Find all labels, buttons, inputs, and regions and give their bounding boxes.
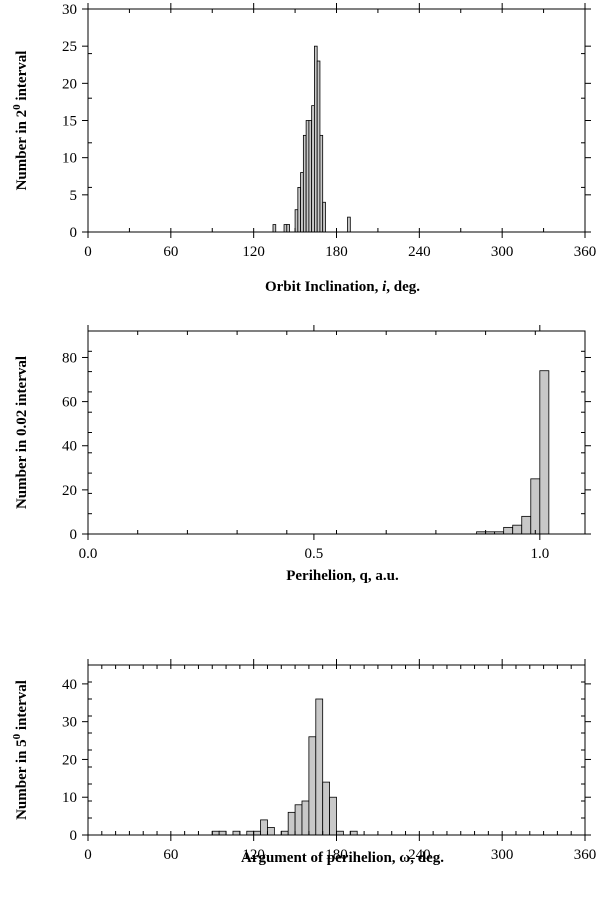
histogram-bar (314, 45, 318, 233)
histogram-bar (297, 186, 302, 233)
histogram-bar (539, 370, 550, 535)
y-tick-label: 30 (62, 715, 77, 731)
chart-panel-1: 0 60 120 180 240 300 360 0 5 10 15 20 25 30 Orbit Incl… (11, 2, 596, 295)
x-tick-label: 0.0 (79, 546, 98, 562)
x-axis-title: Orbit Inclination, i, deg. (265, 279, 420, 295)
histogram-bar (280, 830, 289, 836)
x-tick-label: 120 (242, 244, 265, 260)
histogram-bar (322, 781, 330, 836)
y-tick-label: 0 (70, 527, 78, 543)
histogram-bar (232, 830, 241, 836)
x-tick-label: 1.0 (530, 546, 549, 562)
histogram-bar (329, 796, 337, 836)
y-tick-label: 20 (62, 752, 77, 768)
histogram-bar (272, 224, 277, 233)
histogram-bar (315, 698, 324, 836)
histogram-bar (246, 830, 255, 836)
x-tick-label: 180 (325, 244, 348, 260)
histogram-bar (283, 224, 288, 233)
y-axis-title: Number in 0.02 interval (14, 356, 30, 509)
plot-frame (87, 8, 586, 233)
histogram-bar (311, 105, 315, 233)
y-tick-label: 15 (62, 114, 77, 130)
histogram-bar (302, 134, 307, 233)
x-tick-label: 240 (408, 244, 431, 260)
x-axis-title: Perihelion, q, a.u. (286, 568, 399, 584)
x-tick-label: 0.5 (305, 546, 324, 562)
histogram-bar (336, 830, 344, 836)
x-tick-label: 60 (163, 847, 178, 863)
histogram-bar (286, 224, 290, 233)
histogram-bar (305, 120, 310, 233)
histogram-bar (530, 478, 541, 535)
histogram-bar (294, 804, 303, 836)
histogram-bar (287, 811, 296, 836)
x-tick-label: 120 (242, 847, 265, 863)
x-tick-label: 0 (84, 244, 92, 260)
y-tick-label: 80 (62, 350, 77, 366)
y-tick-label: 10 (62, 790, 77, 806)
y-tick-label: 5 (70, 188, 78, 204)
y-axis-title: Number in 50 interval (11, 680, 30, 820)
histogram-bar (253, 830, 261, 836)
y-tick-label: 0 (70, 225, 78, 241)
histogram-bar (300, 172, 304, 233)
chart-panel-2: 0.0 0.5 1.0 0 20 40 60 80 Perihelion, q, a.u. Num… (14, 325, 591, 584)
y-tick-label: 40 (62, 677, 77, 693)
histogram-bar (218, 830, 227, 836)
y-axis-title: Number in 20 interval (11, 51, 30, 191)
histogram-bar (322, 201, 326, 233)
histogram-bar (301, 800, 310, 836)
histogram-bar (512, 524, 523, 535)
histogram-bar (347, 216, 351, 233)
histogram-bar (503, 526, 514, 535)
y-tick-label: 20 (62, 76, 77, 92)
histogram-bar (349, 830, 358, 836)
histogram-bar (308, 736, 317, 836)
y-tick-label: 20 (62, 483, 77, 499)
x-tick-label: 300 (491, 847, 514, 863)
histogram-bar (260, 819, 268, 836)
histogram-bar (211, 830, 220, 836)
plot-frame (87, 330, 586, 535)
y-tick-label: 60 (62, 395, 77, 411)
x-tick-label: 180 (325, 847, 348, 863)
x-tick-label: 360 (574, 847, 597, 863)
histogram-bar (308, 120, 313, 233)
histogram-bar (319, 134, 324, 233)
y-tick-label: 0 (70, 828, 78, 844)
histogram-bar (316, 60, 321, 233)
histogram-bar (267, 827, 275, 836)
x-tick-label: 0 (84, 847, 92, 863)
y-tick-label: 30 (62, 2, 77, 18)
y-tick-label: 10 (62, 151, 77, 167)
y-tick-label: 25 (62, 39, 77, 55)
chart-panel-3: 0 60 120 180 240 300 360 0 10 20 30 40 Argument of p… (11, 659, 596, 866)
x-tick-label: 60 (163, 244, 178, 260)
histogram-bar (521, 515, 532, 535)
x-tick-label: 240 (408, 847, 431, 863)
y-tick-label: 40 (62, 439, 77, 455)
x-axis-title: Argument of perihelion, ω, deg. (241, 850, 444, 866)
x-tick-label: 360 (574, 244, 597, 260)
x-tick-label: 300 (491, 244, 514, 260)
